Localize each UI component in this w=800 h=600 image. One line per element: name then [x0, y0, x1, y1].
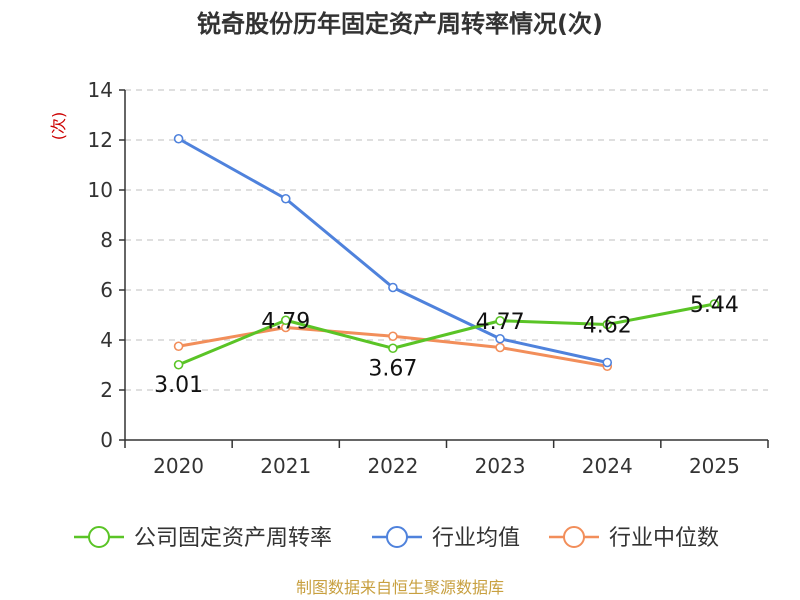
legend-label: 行业中位数: [609, 526, 719, 551]
data-point: [173, 359, 184, 370]
y-tick-label: 8: [100, 228, 113, 252]
legend-marker: [563, 526, 585, 548]
data-point: [280, 315, 291, 326]
x-tick-label: 2022: [367, 454, 418, 478]
legend: 公司固定资产周转率 行业均值 行业中位数: [74, 526, 719, 551]
source-note: 制图数据来自恒生聚源数据库: [296, 578, 504, 597]
data-point: [495, 342, 505, 353]
data-label: 3.01: [154, 373, 203, 398]
y-tick-label: 6: [100, 278, 113, 302]
data-point: [602, 357, 613, 368]
data-point: [388, 331, 398, 342]
chart-title: 锐奇股份历年固定资产周转率情况(次): [197, 10, 603, 38]
data-point: [388, 343, 398, 354]
data-point: [173, 341, 184, 352]
data-point: [709, 299, 720, 309]
x-tick-label: 2020: [153, 454, 204, 478]
data-point: [495, 315, 505, 326]
grid-lines: [125, 89, 768, 391]
data-point: [388, 282, 398, 293]
data-label: 3.67: [368, 356, 417, 381]
data-label: 4.77: [476, 310, 525, 335]
y-tick-label: 14: [88, 78, 113, 102]
data-point: [602, 319, 613, 330]
legend-label: 行业均值: [432, 526, 520, 551]
y-tick-label: 12: [88, 128, 113, 152]
y-tick-label: 10: [88, 178, 113, 202]
data-point: [495, 333, 505, 344]
series: [173, 133, 720, 372]
x-tick-label: 2023: [475, 454, 526, 478]
y-tick-label: 0: [100, 428, 113, 452]
data-label: 4.62: [583, 314, 632, 339]
data-label: 4.79: [261, 309, 310, 334]
y-tick-label: 4: [100, 328, 113, 352]
data-point: [280, 193, 291, 204]
data-label: 5.44: [690, 293, 739, 318]
series-line: [178, 302, 715, 367]
axes: 0 2 4 6 8 10 12 14 2020 2021 2022 2023 2024 2025: [88, 78, 769, 478]
data-labels: 3.01 4.79 3.67 4.77 4.62 5.44: [154, 293, 739, 398]
series-line: [177, 137, 608, 364]
data-point: [173, 133, 184, 144]
y-axis-unit: (次): [49, 112, 68, 141]
legend-marker: [88, 526, 110, 548]
y-tick-label: 2: [100, 378, 113, 402]
x-tick-label: 2021: [260, 454, 311, 478]
x-tick-label: 2024: [582, 454, 633, 478]
legend-marker: [386, 526, 408, 548]
x-tick-label: 2025: [689, 454, 740, 478]
legend-label: 公司固定资产周转率: [134, 526, 332, 551]
